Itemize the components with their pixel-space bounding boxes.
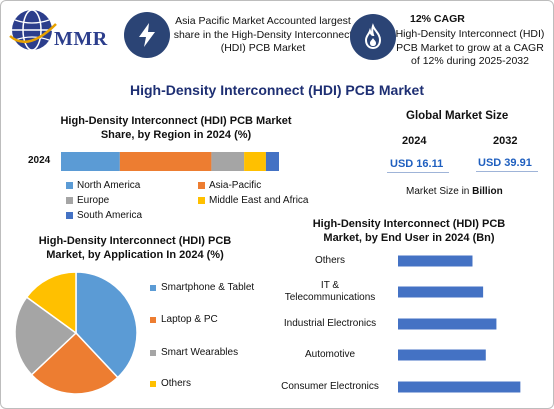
region-legend-south-america: South America bbox=[66, 210, 142, 221]
end-user-bar-others bbox=[398, 255, 473, 267]
category-label-line: Consumer Electronics bbox=[281, 381, 379, 392]
end-user-label-others: Others bbox=[268, 255, 392, 267]
region-legend-asia-pacific: Asia-Pacific bbox=[198, 180, 261, 191]
end-user-bar-consumer-electronics bbox=[398, 381, 521, 393]
legend-label: Smartphone & Tablet bbox=[161, 282, 255, 293]
end-user-label-consumer-electronics: Consumer Electronics bbox=[268, 381, 392, 393]
region-chart-title: High-Density Interconnect (HDI) PCB Mark… bbox=[60, 115, 292, 141]
application-legend-smart-wearables: Smart Wearables bbox=[150, 347, 238, 358]
application-legend-laptop-pc: Laptop & PC bbox=[150, 314, 218, 325]
region-bar-segment-middle-east-and-africa bbox=[244, 152, 266, 171]
end-user-label-automotive: Automotive bbox=[268, 349, 392, 361]
legend-swatch bbox=[198, 197, 205, 204]
lightning-icon bbox=[124, 12, 170, 58]
legend-swatch bbox=[150, 380, 156, 387]
market-year-2032: 2032 bbox=[493, 135, 518, 147]
legend-label: Europe bbox=[77, 195, 110, 206]
region-legend-north-america: North America bbox=[66, 180, 140, 191]
region-legend-middle-east-and-africa: Middle East and Africa bbox=[198, 195, 309, 206]
cagr-heading: 12% CAGR bbox=[410, 13, 465, 25]
pie-slice-smart-wearables bbox=[14, 296, 78, 376]
legend-label: South America bbox=[77, 210, 143, 221]
end-user-bar-industrial-electronics bbox=[398, 318, 497, 330]
globe-icon bbox=[9, 9, 57, 51]
application-chart-title: High-Density Interconnect (HDI) PCB Mark… bbox=[38, 235, 232, 261]
application-legend-others: Others bbox=[150, 378, 191, 389]
market-value-2032: USD 39.91 bbox=[478, 157, 532, 169]
legend-label: Asia-Pacific bbox=[209, 180, 262, 191]
main-title: High-Density Interconnect (HDI) PCB Mark… bbox=[129, 82, 425, 98]
category-label-line: Industrial Electronics bbox=[283, 318, 377, 329]
region-bar-segment-asia-pacific bbox=[119, 152, 212, 171]
market-value-2024: USD 16.11 bbox=[390, 158, 444, 170]
end-user-label-it-telecommunications: IT & Telecommunications bbox=[268, 280, 392, 304]
end-user-chart-title: High-Density Interconnect (HDI) PCB Mark… bbox=[312, 218, 506, 244]
region-stacked-bar-chart bbox=[61, 152, 279, 171]
flame-icon bbox=[350, 14, 396, 60]
legend-label: Others bbox=[161, 378, 192, 389]
end-user-bar-automotive bbox=[398, 349, 486, 361]
market-year-2024: 2024 bbox=[402, 135, 427, 147]
legend-label: North America bbox=[77, 180, 141, 191]
legend-swatch bbox=[66, 182, 73, 189]
market-size-note: Market Size in Billion bbox=[406, 186, 503, 197]
pie-slice-others bbox=[25, 271, 77, 335]
legend-swatch bbox=[66, 197, 73, 204]
legend-label: Middle East and Africa bbox=[209, 195, 309, 206]
application-legend-smartphone-tablet: Smartphone & Tablet bbox=[150, 282, 254, 293]
category-label-line: Telecommunications bbox=[284, 292, 376, 303]
category-label-line: Automotive bbox=[304, 349, 356, 360]
region-bar-category-label: 2024 bbox=[28, 155, 51, 166]
category-label-line: Others bbox=[314, 255, 345, 266]
region-bar-segment-europe bbox=[211, 152, 245, 171]
banner-text-cagr: High-Density Interconnect (HDI) PCB Mark… bbox=[395, 28, 545, 67]
category-label-line: IT & bbox=[320, 280, 340, 291]
pie-slice-laptop-pc bbox=[30, 331, 119, 395]
legend-swatch bbox=[198, 182, 205, 189]
region-bar-segment-north-america bbox=[61, 152, 120, 171]
value-underline-2024 bbox=[387, 172, 449, 173]
legend-label: Smart Wearables bbox=[161, 347, 239, 358]
legend-swatch bbox=[150, 284, 156, 291]
legend-swatch bbox=[66, 212, 73, 219]
end-user-label-industrial-electronics: Industrial Electronics bbox=[268, 318, 392, 330]
end-user-bar-chart bbox=[398, 255, 521, 393]
global-market-size-title: Global Market Size bbox=[406, 110, 509, 122]
application-pie-chart bbox=[14, 271, 138, 395]
legend-swatch bbox=[150, 316, 156, 323]
mmr-logo: MMR bbox=[8, 6, 112, 56]
legend-swatch bbox=[150, 349, 156, 356]
logo-text: MMR bbox=[54, 28, 108, 50]
region-legend-europe: Europe bbox=[66, 195, 109, 206]
value-underline-2032 bbox=[476, 171, 538, 172]
legend-label: Laptop & PC bbox=[161, 314, 218, 325]
region-bar-segment-south-america bbox=[265, 152, 279, 171]
end-user-bar-it-telecommunications bbox=[398, 286, 484, 298]
banner-text-asia-pacific: Asia Pacific Market Accounted largest sh… bbox=[173, 15, 353, 54]
pie-slice-smartphone-tablet bbox=[75, 271, 138, 379]
